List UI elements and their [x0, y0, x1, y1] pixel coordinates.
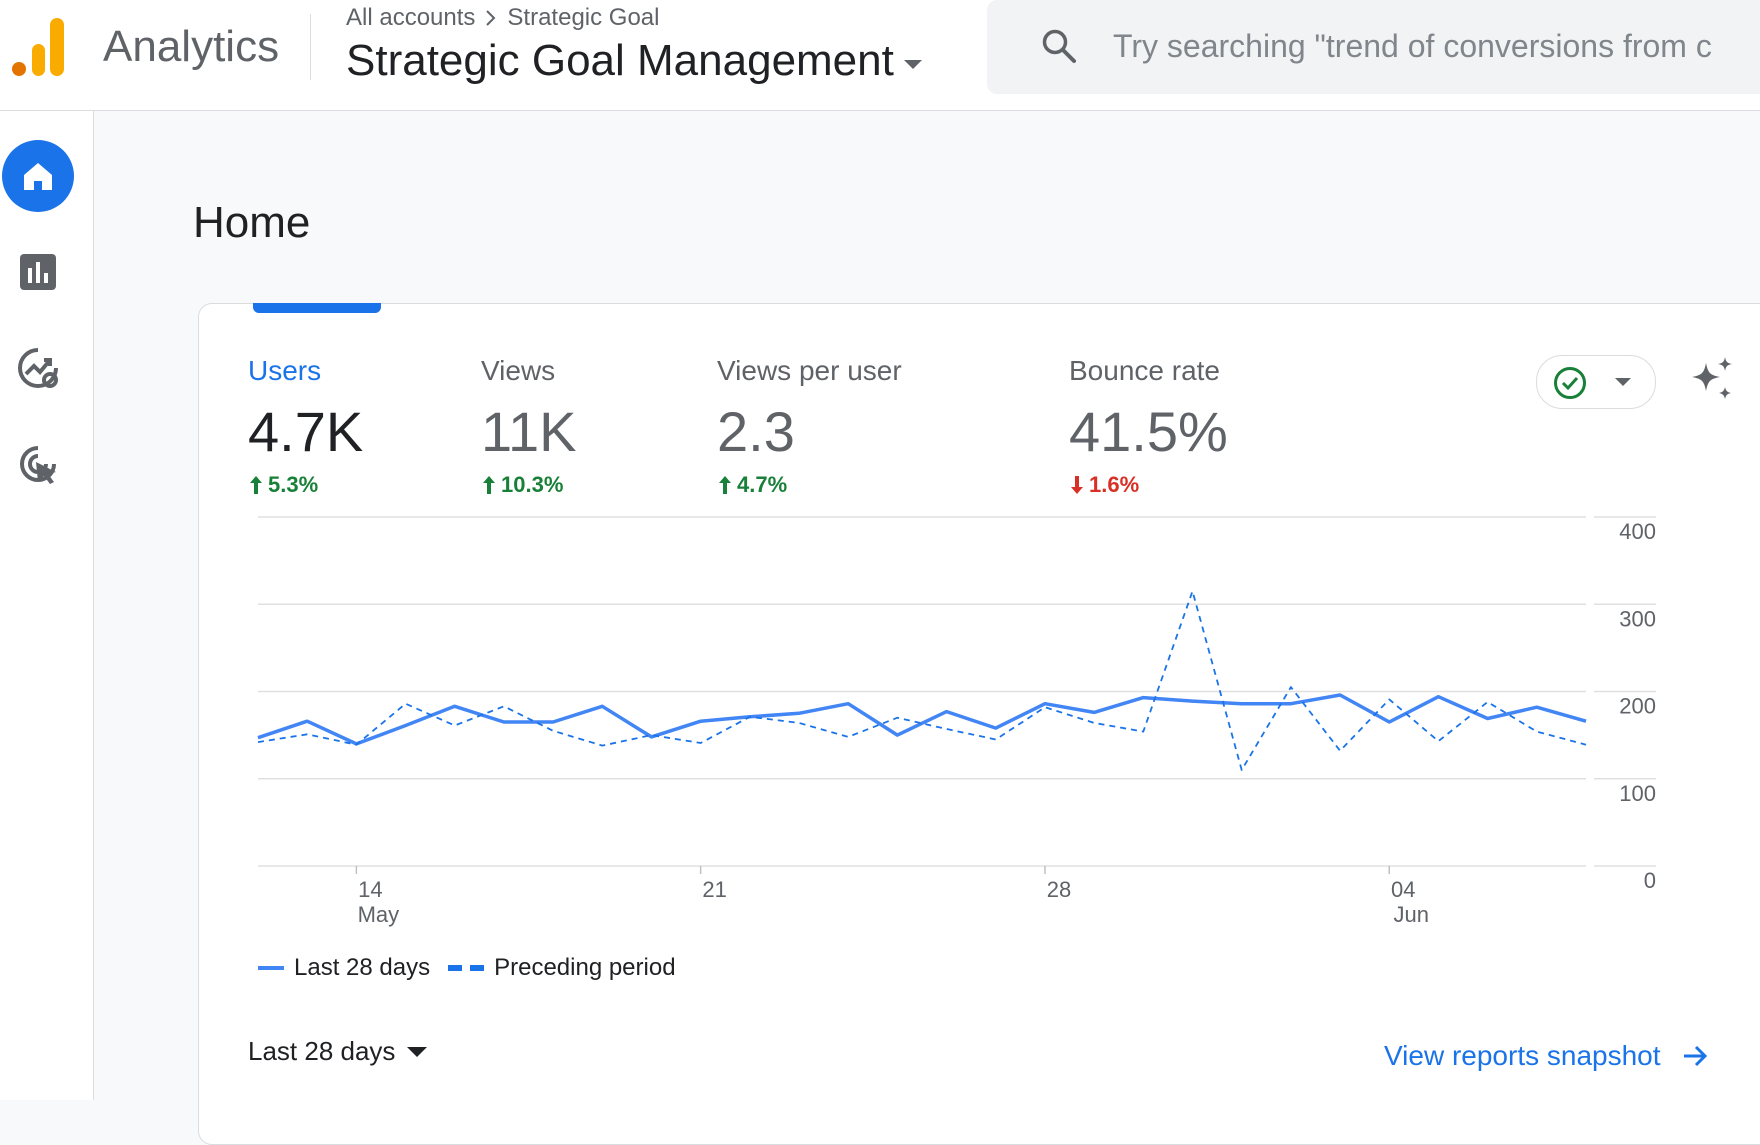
property-name: Strategic Goal Management [346, 36, 894, 85]
view-reports-snapshot-link[interactable]: View reports snapshot [1384, 1040, 1709, 1072]
arrow-down-icon [1071, 476, 1083, 494]
metric-value: 4.7K [248, 400, 364, 463]
arrow-up-icon [719, 476, 731, 494]
caret-down-icon [903, 59, 922, 69]
breadcrumb-account[interactable]: All accounts [346, 4, 476, 31]
metric-change-value: 10.3% [501, 472, 564, 497]
caret-down-icon [407, 1046, 428, 1057]
top-app-bar: Analytics All accounts Strategic Goal St… [0, 0, 1760, 111]
arrow-right-icon [1683, 1045, 1707, 1067]
metric-change: 10.3% [481, 472, 576, 498]
analytics-logo[interactable] [10, 18, 66, 78]
legend-item-preceding-period: Preceding period [448, 954, 676, 982]
nav-explore[interactable] [2, 332, 74, 404]
metric-views[interactable]: Views 11K 10.3% [481, 355, 576, 498]
search-input[interactable]: Try searching "trend of conversions from… [1113, 28, 1712, 64]
nav-reports[interactable] [2, 236, 74, 308]
caret-down-icon [1615, 378, 1631, 386]
home-icon [24, 163, 52, 190]
metric-change: 1.6% [1069, 472, 1228, 498]
metric-change: 5.3% [248, 472, 363, 498]
arrow-up-icon [483, 476, 495, 494]
metric-change-value: 1.6% [1089, 472, 1140, 497]
metric-label: Views [481, 355, 556, 386]
metric-label: Bounce rate [1069, 355, 1220, 386]
legend-label: Last 28 days [294, 954, 431, 981]
nav-advertising[interactable] [2, 428, 74, 500]
date-range-label: Last 28 days [248, 1036, 396, 1066]
metric-change: 4.7% [717, 472, 902, 498]
chart-legend: Last 28 days Preceding period [258, 954, 694, 982]
selected-metric-indicator [253, 303, 381, 313]
sparkle-icon[interactable] [1688, 355, 1736, 403]
data-quality-status-button[interactable] [1536, 355, 1656, 409]
legend-swatch-dashed [448, 965, 485, 971]
arrow-up-icon [250, 476, 262, 494]
check-circle-icon [1554, 367, 1586, 399]
header-divider [310, 14, 311, 80]
metric-value: 2.3 [717, 400, 795, 463]
legend-label: Preceding period [494, 954, 676, 981]
search-icon [1042, 29, 1076, 63]
nav-home[interactable] [2, 140, 74, 212]
page-title: Home [193, 198, 311, 247]
legend-swatch-solid [258, 966, 284, 970]
metric-change-value: 5.3% [268, 472, 319, 497]
chevron-right-icon [486, 10, 496, 26]
reports-icon [20, 254, 56, 290]
metric-label: Views per user [717, 355, 902, 386]
property-selector[interactable]: Strategic Goal Management [346, 36, 922, 86]
overview-card [198, 303, 1760, 1145]
nav-rail [0, 111, 94, 1100]
breadcrumb-property[interactable]: Strategic Goal [507, 4, 660, 31]
metric-change-value: 4.7% [737, 472, 788, 497]
metric-users[interactable]: Users 4.7K 5.3% [248, 355, 363, 498]
metric-bounce-rate[interactable]: Bounce rate 41.5% 1.6% [1069, 355, 1228, 498]
explore-icon [18, 348, 58, 388]
search-bar[interactable]: Try searching "trend of conversions from… [987, 0, 1760, 94]
legend-item-last-28-days: Last 28 days [258, 954, 430, 982]
metric-views-per-user[interactable]: Views per user 2.3 4.7% [717, 355, 902, 498]
date-range-selector[interactable]: Last 28 days [248, 1036, 428, 1067]
breadcrumb[interactable]: All accounts Strategic Goal [346, 4, 659, 32]
link-label: View reports snapshot [1384, 1040, 1661, 1071]
metric-value: 41.5% [1069, 400, 1228, 463]
advertising-icon [20, 446, 56, 484]
app-name: Analytics [103, 22, 280, 71]
metric-value: 11K [481, 400, 577, 463]
metric-label: Users [248, 355, 322, 386]
